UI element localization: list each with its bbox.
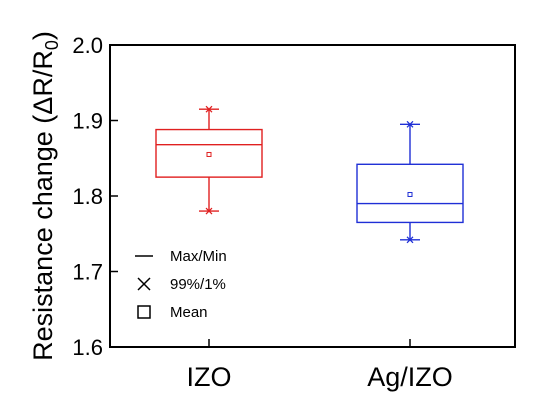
y-tick-label: 2.0	[72, 33, 103, 58]
y-axis: 1.6 1.7 1.8 1.9 2.0	[72, 33, 118, 360]
p99-marker	[205, 105, 213, 113]
x-tick-label: IZO	[187, 362, 232, 392]
square-icon	[137, 305, 151, 319]
p1-marker	[406, 236, 414, 244]
x-axis: IZO Ag/IZO	[187, 339, 453, 392]
x-tick-label: Ag/IZO	[367, 362, 453, 392]
y-axis-title: Resistance change (ΔR/R0)	[28, 31, 62, 361]
p1-marker	[205, 207, 213, 215]
legend-label-percentile: 99%/1%	[170, 276, 226, 293]
legend-label-maxmin: Max/Min	[170, 248, 227, 265]
legend-label-mean: Mean	[170, 304, 208, 321]
legend: Max/Min 99%/1% Mean	[135, 248, 227, 321]
mean-marker	[206, 151, 212, 157]
y-tick-label: 1.9	[72, 109, 103, 134]
boxes	[155, 105, 464, 244]
iqr-box	[155, 128, 263, 178]
iqr-box	[356, 163, 464, 224]
x-mark-icon	[137, 277, 151, 291]
plot-frame	[109, 44, 516, 348]
y-tick-label: 1.7	[72, 260, 103, 285]
y-tick-label: 1.6	[72, 335, 103, 360]
box-ag-izo	[356, 120, 464, 244]
box-izo	[155, 105, 263, 215]
mean-marker	[407, 191, 413, 197]
y-tick-label: 1.8	[72, 184, 103, 209]
p99-marker	[406, 120, 414, 128]
